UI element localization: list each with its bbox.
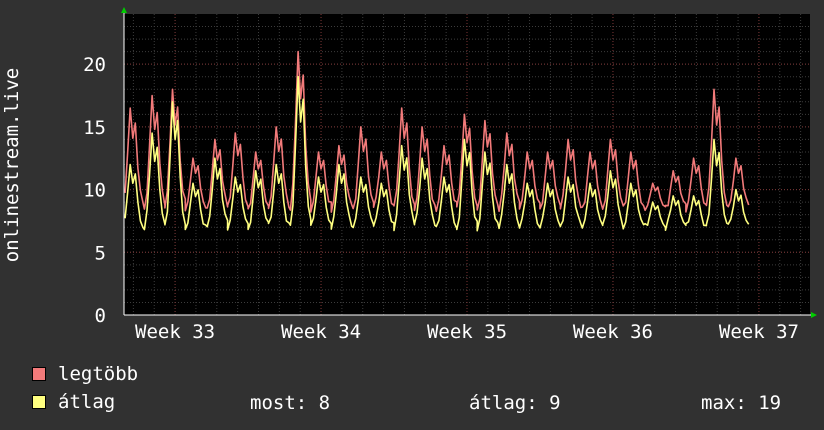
legend-label-max: legtöbb xyxy=(58,363,139,385)
legend-label-avg: átlag xyxy=(58,391,116,413)
stat-current: most: 8 xyxy=(250,392,331,414)
stat-max: max: 19 xyxy=(701,392,782,414)
series-line-max xyxy=(124,50,750,213)
stat-average: átlag: 9 xyxy=(469,392,561,414)
legend-item-max: legtöbb xyxy=(32,363,138,385)
y-tick-label: 5 xyxy=(95,242,106,264)
axes xyxy=(121,7,817,318)
legend-swatch-max xyxy=(32,367,46,381)
x-tick-label: Week 34 xyxy=(281,321,361,343)
y-tick-label: 10 xyxy=(83,180,106,202)
y-axis-arrow xyxy=(121,7,127,13)
x-axis-arrow xyxy=(811,312,817,318)
legend-item-avg: átlag xyxy=(32,391,115,413)
x-tick-label: Week 33 xyxy=(135,321,215,343)
x-tick-label: Week 35 xyxy=(427,321,507,343)
y-tick-label: 15 xyxy=(83,117,106,139)
x-tick-label: Week 37 xyxy=(719,321,799,343)
y-tick-label: 0 xyxy=(95,305,106,327)
y-tick-label: 20 xyxy=(83,54,106,76)
series-line-avg xyxy=(124,75,750,232)
x-tick-label: Week 36 xyxy=(573,321,653,343)
series-layer xyxy=(124,50,750,232)
tick-labels: 0 5 10 15 20 Week 33 Week 34 Week 35 Week 36 Week… xyxy=(83,54,799,343)
legend-swatch-avg xyxy=(32,395,46,409)
y-axis-label: onlinestream.live xyxy=(1,68,23,262)
